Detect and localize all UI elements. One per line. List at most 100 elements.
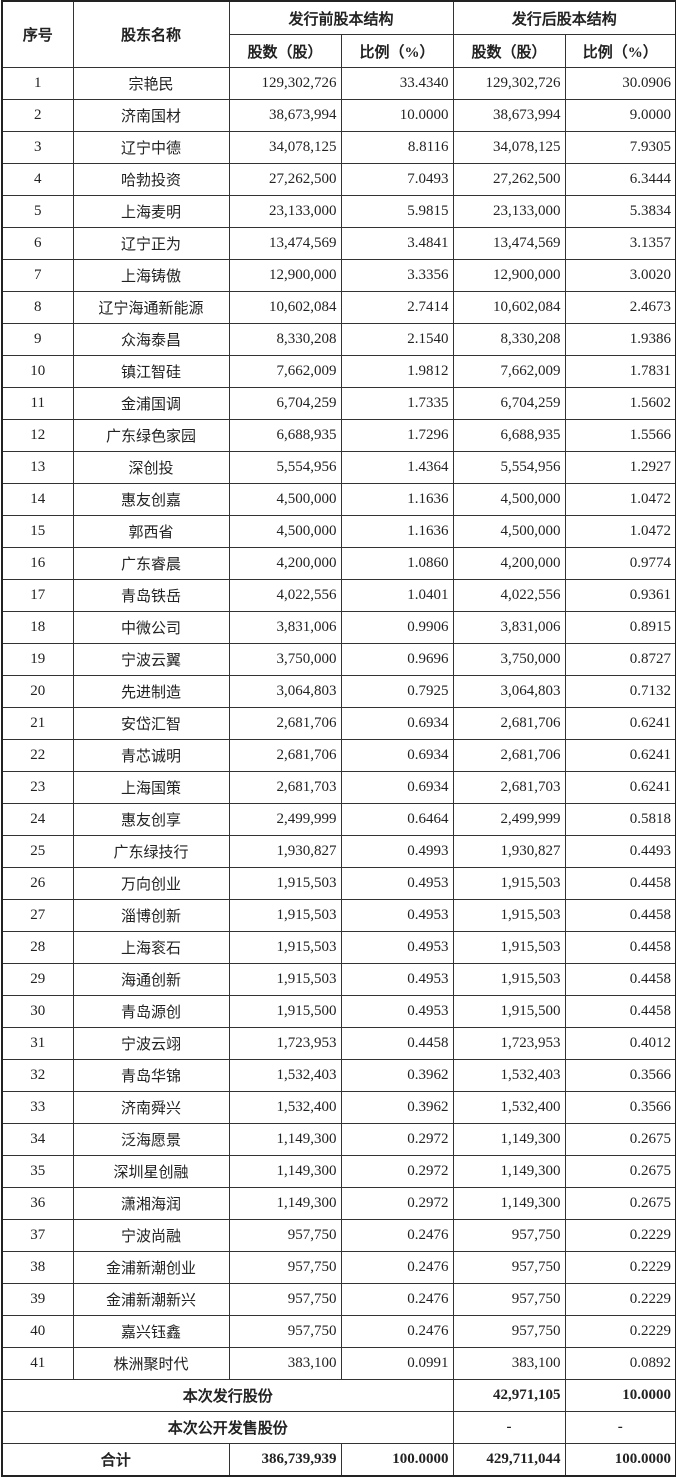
pre-pct: 0.2972 bbox=[340, 1123, 454, 1156]
post-shares: 1,149,300 bbox=[452, 1123, 566, 1156]
shareholder-name: 上海铸傲 bbox=[72, 259, 230, 292]
table-row: 20 先进制造 3,064,803 0.7925 3,064,803 0.7132 bbox=[1, 675, 676, 708]
table-row: 15 郭西省 4,500,000 1.1636 4,500,000 1.0472 bbox=[1, 515, 676, 548]
table-row: 41 株洲聚时代 383,100 0.0991 383,100 0.0892 bbox=[1, 1347, 676, 1380]
shareholder-name: 深创投 bbox=[72, 451, 230, 484]
pre-pct: 0.9696 bbox=[340, 643, 454, 676]
table-row: 24 惠友创享 2,499,999 0.6464 2,499,999 0.5818 bbox=[1, 803, 676, 836]
row-no: 34 bbox=[1, 1123, 74, 1156]
shareholder-name: 辽宁正为 bbox=[72, 227, 230, 260]
post-pct: 0.4458 bbox=[564, 995, 676, 1028]
post-pct: 0.5818 bbox=[564, 803, 676, 836]
table-row: 4 哈勃投资 27,262,500 7.0493 27,262,500 6.3444 bbox=[1, 163, 676, 196]
post-pct: 1.2927 bbox=[564, 451, 676, 484]
pre-shares: 957,750 bbox=[228, 1219, 342, 1252]
pre-pct: 0.6934 bbox=[340, 707, 454, 740]
pre-pct: 0.6464 bbox=[340, 803, 454, 836]
pre-shares: 3,831,006 bbox=[228, 611, 342, 644]
row-no: 9 bbox=[1, 323, 74, 356]
pre-pct: 0.2476 bbox=[340, 1315, 454, 1348]
table-row: 35 深圳星创融 1,149,300 0.2972 1,149,300 0.2675 bbox=[1, 1155, 676, 1188]
row-no: 32 bbox=[1, 1059, 74, 1092]
pre-shares: 957,750 bbox=[228, 1283, 342, 1316]
post-pct: 0.6241 bbox=[564, 707, 676, 740]
pre-pct: 0.4953 bbox=[340, 867, 454, 900]
row-no: 2 bbox=[1, 99, 74, 132]
shareholder-name: 镇江智硅 bbox=[72, 355, 230, 388]
row-no: 11 bbox=[1, 387, 74, 420]
post-shares: 1,930,827 bbox=[452, 835, 566, 868]
pre-shares: 1,149,300 bbox=[228, 1155, 342, 1188]
pre-shares: 6,688,935 bbox=[228, 419, 342, 452]
pre-pct: 1.4364 bbox=[340, 451, 454, 484]
total-pre-pct: 100.0000 bbox=[340, 1443, 454, 1477]
post-pct: 0.4458 bbox=[564, 931, 676, 964]
row-no: 27 bbox=[1, 899, 74, 932]
shareholder-name: 中微公司 bbox=[72, 611, 230, 644]
pre-pct: 5.9815 bbox=[340, 195, 454, 228]
shareholder-name: 泛海愿景 bbox=[72, 1123, 230, 1156]
pre-pct: 0.2476 bbox=[340, 1251, 454, 1284]
header-post-shares: 股数（股） bbox=[452, 34, 566, 68]
post-pct: 0.8727 bbox=[564, 643, 676, 676]
pre-pct: 0.6934 bbox=[340, 739, 454, 772]
table-row: 18 中微公司 3,831,006 0.9906 3,831,006 0.8915 bbox=[1, 611, 676, 644]
pre-pct: 0.3962 bbox=[340, 1059, 454, 1092]
table-row: 11 金浦国调 6,704,259 1.7335 6,704,259 1.5602 bbox=[1, 387, 676, 420]
issuance-post-shares: 42,971,105 bbox=[452, 1379, 566, 1412]
row-no: 38 bbox=[1, 1251, 74, 1284]
row-no: 15 bbox=[1, 515, 74, 548]
pre-shares: 2,499,999 bbox=[228, 803, 342, 836]
post-pct: 1.5566 bbox=[564, 419, 676, 452]
table-row: 2 济南国材 38,673,994 10.0000 38,673,994 9.0000 bbox=[1, 99, 676, 132]
row-no: 6 bbox=[1, 227, 74, 260]
pre-pct: 0.0991 bbox=[340, 1347, 454, 1380]
shareholder-name: 广东绿色家园 bbox=[72, 419, 230, 452]
post-shares: 4,022,556 bbox=[452, 579, 566, 612]
table-row: 3 辽宁中德 34,078,125 8.8116 34,078,125 7.9305 bbox=[1, 131, 676, 164]
shareholder-name: 青岛源创 bbox=[72, 995, 230, 1028]
table-row: 6 辽宁正为 13,474,569 3.4841 13,474,569 3.1357 bbox=[1, 227, 676, 260]
pre-shares: 8,330,208 bbox=[228, 323, 342, 356]
pre-pct: 0.4953 bbox=[340, 899, 454, 932]
table-row: 22 青芯诚明 2,681,706 0.6934 2,681,706 0.6241 bbox=[1, 739, 676, 772]
pre-pct: 0.9906 bbox=[340, 611, 454, 644]
post-pct: 0.2229 bbox=[564, 1315, 676, 1348]
pre-shares: 4,200,000 bbox=[228, 547, 342, 580]
post-pct: 1.7831 bbox=[564, 355, 676, 388]
post-shares: 1,915,503 bbox=[452, 899, 566, 932]
pre-pct: 7.0493 bbox=[340, 163, 454, 196]
post-shares: 3,064,803 bbox=[452, 675, 566, 708]
row-no: 3 bbox=[1, 131, 74, 164]
pre-shares: 383,100 bbox=[228, 1347, 342, 1380]
shareholder-name: 安岱汇智 bbox=[72, 707, 230, 740]
post-shares: 13,474,569 bbox=[452, 227, 566, 260]
issuance-post-pct: 10.0000 bbox=[564, 1379, 676, 1412]
pre-shares: 27,262,500 bbox=[228, 163, 342, 196]
public-sale-post-shares: - bbox=[452, 1411, 566, 1444]
post-shares: 1,532,400 bbox=[452, 1091, 566, 1124]
post-pct: 0.8915 bbox=[564, 611, 676, 644]
pre-pct: 0.2476 bbox=[340, 1219, 454, 1252]
pre-pct: 0.2972 bbox=[340, 1187, 454, 1220]
table-row: 36 潇湘海润 1,149,300 0.2972 1,149,300 0.2675 bbox=[1, 1187, 676, 1220]
table-row: 31 宁波云翊 1,723,953 0.4458 1,723,953 0.4012 bbox=[1, 1027, 676, 1060]
post-pct: 0.3566 bbox=[564, 1059, 676, 1092]
table-row: 34 泛海愿景 1,149,300 0.2972 1,149,300 0.2675 bbox=[1, 1123, 676, 1156]
post-pct: 9.0000 bbox=[564, 99, 676, 132]
public-sale-label: 本次公开发售股份 bbox=[1, 1411, 454, 1444]
header-pre-pct: 比例（%） bbox=[340, 34, 454, 68]
row-no: 8 bbox=[1, 291, 74, 324]
post-shares: 2,681,706 bbox=[452, 739, 566, 772]
shareholder-name: 宁波云翼 bbox=[72, 643, 230, 676]
post-shares: 8,330,208 bbox=[452, 323, 566, 356]
row-no: 10 bbox=[1, 355, 74, 388]
pre-pct: 1.1636 bbox=[340, 515, 454, 548]
shareholder-name: 青岛铁岳 bbox=[72, 579, 230, 612]
shareholder-name: 郭西省 bbox=[72, 515, 230, 548]
row-no: 28 bbox=[1, 931, 74, 964]
post-pct: 1.5602 bbox=[564, 387, 676, 420]
row-no: 4 bbox=[1, 163, 74, 196]
shareholder-name: 万向创业 bbox=[72, 867, 230, 900]
header-pre-shares: 股数（股） bbox=[228, 34, 342, 68]
